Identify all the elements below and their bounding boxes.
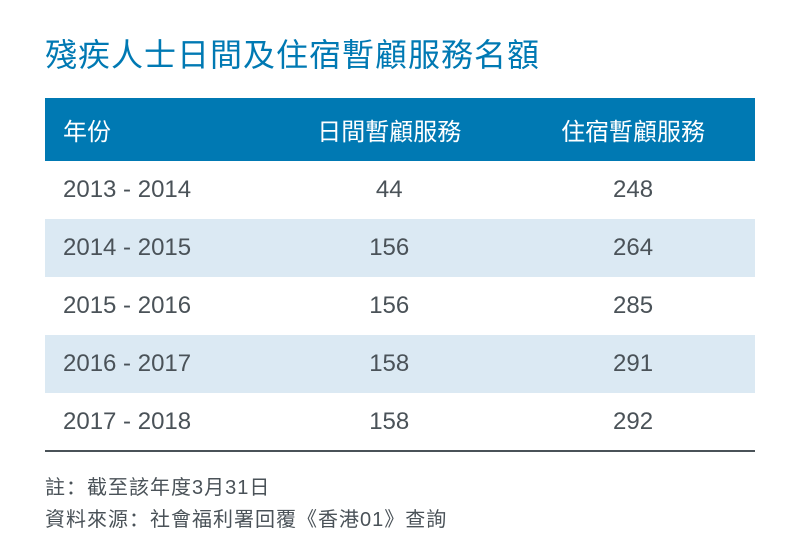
cell-residential: 248 — [511, 161, 755, 219]
cell-residential: 291 — [511, 335, 755, 393]
cell-year: 2013 - 2014 — [45, 161, 267, 219]
cell-day: 156 — [267, 277, 511, 335]
col-header-residential: 住宿暫顧服務 — [511, 98, 755, 161]
col-header-year: 年份 — [45, 98, 267, 161]
cell-year: 2015 - 2016 — [45, 277, 267, 335]
table-row: 2017 - 2018 158 292 — [45, 393, 755, 451]
services-table: 年份 日間暫顧服務 住宿暫顧服務 2013 - 2014 44 248 2014… — [45, 98, 755, 452]
table-row: 2013 - 2014 44 248 — [45, 161, 755, 219]
cell-residential: 285 — [511, 277, 755, 335]
cell-year: 2016 - 2017 — [45, 335, 267, 393]
note-source: 資料來源：社會福利署回覆《香港01》查詢 — [45, 504, 755, 536]
cell-day: 156 — [267, 219, 511, 277]
col-header-day: 日間暫顧服務 — [267, 98, 511, 161]
cell-year: 2014 - 2015 — [45, 219, 267, 277]
note-cutoff: 註：截至該年度3月31日 — [45, 472, 755, 504]
cell-day: 158 — [267, 393, 511, 451]
table-row: 2015 - 2016 156 285 — [45, 277, 755, 335]
cell-day: 44 — [267, 161, 511, 219]
cell-year: 2017 - 2018 — [45, 393, 267, 451]
cell-residential: 292 — [511, 393, 755, 451]
cell-day: 158 — [267, 335, 511, 393]
cell-residential: 264 — [511, 219, 755, 277]
table-row: 2016 - 2017 158 291 — [45, 335, 755, 393]
notes-section: 註：截至該年度3月31日 資料來源：社會福利署回覆《香港01》查詢 — [45, 472, 755, 536]
table-header-row: 年份 日間暫顧服務 住宿暫顧服務 — [45, 98, 755, 161]
table-row: 2014 - 2015 156 264 — [45, 219, 755, 277]
page-title: 殘疾人士日間及住宿暫顧服務名額 — [45, 30, 755, 76]
